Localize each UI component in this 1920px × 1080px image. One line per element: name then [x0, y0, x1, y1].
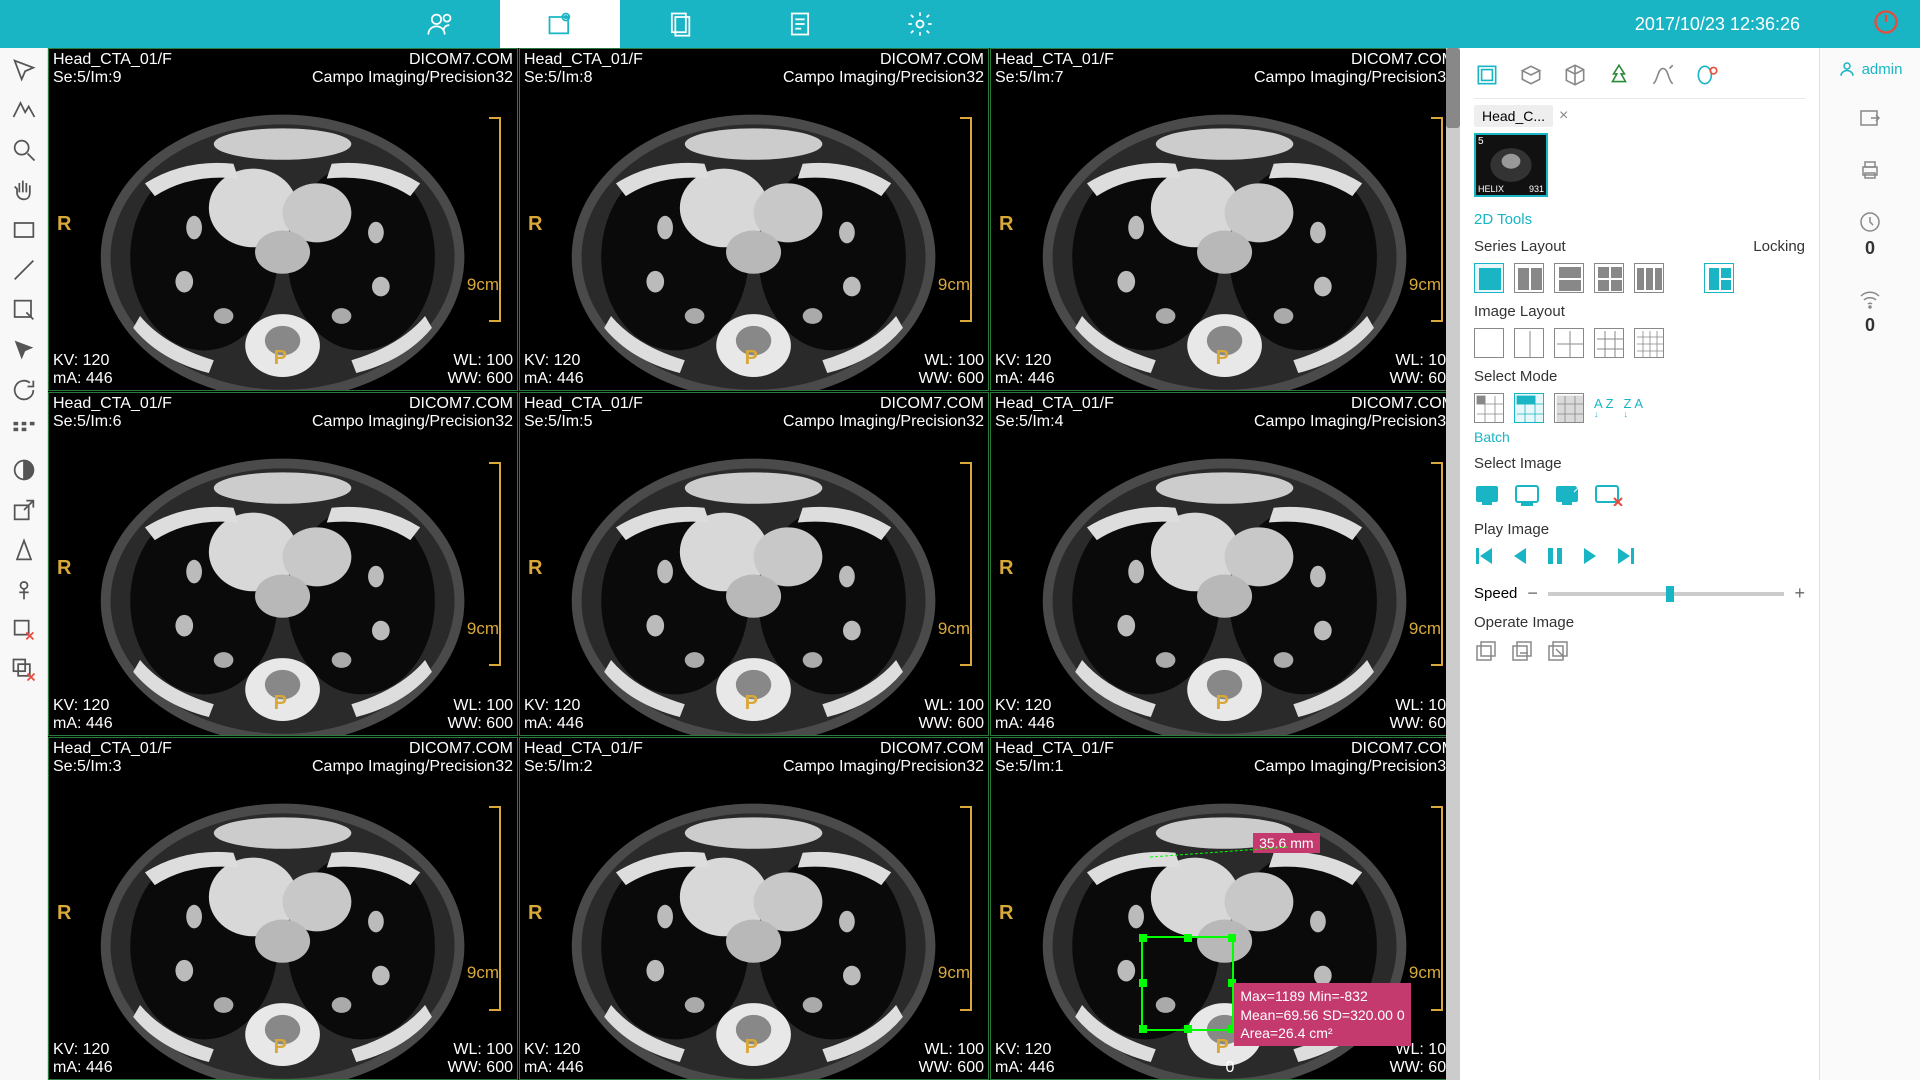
contrast-tool[interactable]: [10, 456, 38, 484]
list-tool[interactable]: [10, 416, 38, 444]
mode-tree-icon[interactable]: [1606, 62, 1632, 88]
play-pause[interactable]: [1546, 546, 1564, 571]
speed-minus[interactable]: −: [1527, 583, 1538, 604]
image-viewer: Head_CTA_01/FSe:5/Im:9 DICOM7.COMCampo I…: [48, 48, 1460, 1080]
select-img-2[interactable]: [1514, 480, 1544, 511]
user-chip[interactable]: admin: [1838, 60, 1903, 78]
ct-slice-1[interactable]: Head_CTA_01/FSe:5/Im:1 DICOM7.COMCampo I…: [990, 737, 1460, 1080]
batch-label: Batch: [1474, 429, 1805, 445]
play-last[interactable]: [1616, 546, 1636, 571]
pan-tool[interactable]: [10, 176, 38, 204]
export-icon[interactable]: [1858, 106, 1882, 130]
delete-one-tool[interactable]: [10, 616, 38, 644]
select-mode-2[interactable]: [1514, 393, 1544, 423]
operate-1[interactable]: [1474, 639, 1500, 670]
nav-settings[interactable]: [860, 0, 980, 48]
locking-toggle[interactable]: [1704, 263, 1734, 293]
series-layout-1x3[interactable]: [1634, 263, 1664, 293]
nav-print[interactable]: [620, 0, 740, 48]
top-bar: 2017/10/23 12:36:26: [0, 0, 1920, 48]
img-layout-1x2[interactable]: [1514, 328, 1544, 358]
wl-tool[interactable]: [10, 96, 38, 124]
ct-slice-3[interactable]: Head_CTA_01/FSe:5/Im:3 DICOM7.COMCampo I…: [48, 737, 518, 1080]
select-img-3[interactable]: [1554, 480, 1584, 511]
tools-header: 2D Tools: [1474, 211, 1805, 228]
series-layout-2x2[interactable]: [1594, 263, 1624, 293]
print-icon[interactable]: [1858, 158, 1882, 182]
series-tab[interactable]: Head_C...: [1474, 105, 1553, 127]
ct-slice-6[interactable]: Head_CTA_01/FSe:5/Im:6 DICOM7.COMCampo I…: [48, 392, 518, 735]
operate-3[interactable]: [1546, 639, 1572, 670]
power-button[interactable]: [1872, 8, 1900, 41]
left-toolbar: [0, 48, 48, 1080]
img-layout-custom[interactable]: [1634, 328, 1664, 358]
mode-vessel-icon[interactable]: [1694, 62, 1720, 88]
play-first[interactable]: [1474, 546, 1494, 571]
img-layout-3x3[interactable]: [1594, 328, 1624, 358]
series-layout-1x1[interactable]: [1474, 263, 1504, 293]
ct-slice-9[interactable]: Head_CTA_01/FSe:5/Im:9 DICOM7.COMCampo I…: [48, 48, 518, 391]
wifi-icon[interactable]: 0: [1858, 287, 1882, 336]
img-layout-1x1[interactable]: [1474, 328, 1504, 358]
nav-report[interactable]: [740, 0, 860, 48]
roi-stats: Max=1189 Min=-832Mean=69.56 SD=320.00 0A…: [1234, 983, 1410, 1046]
zoom-tool[interactable]: [10, 136, 38, 164]
clock: 2017/10/23 12:36:26: [1635, 14, 1800, 35]
delete-all-tool[interactable]: [10, 656, 38, 684]
ct-slice-2[interactable]: Head_CTA_01/FSe:5/Im:2 DICOM7.COMCampo I…: [519, 737, 989, 1080]
far-right-bar: admin 0 0: [1820, 48, 1920, 1080]
rect-tool[interactable]: [10, 216, 38, 244]
viewer-scrollbar[interactable]: [1446, 48, 1460, 1080]
mode-3d-icon[interactable]: [1562, 62, 1588, 88]
pointer-tool[interactable]: [10, 56, 38, 84]
play-prev[interactable]: [1512, 546, 1528, 571]
nav-viewer[interactable]: [500, 0, 620, 48]
right-panel: Head_C... × 5 HELIX 931 2D Tools Series …: [1460, 48, 1820, 1080]
speed-slider[interactable]: [1548, 592, 1785, 596]
marker-tool[interactable]: [10, 576, 38, 604]
angle-tool[interactable]: [10, 536, 38, 564]
select-img-1[interactable]: [1474, 480, 1504, 511]
play-next[interactable]: [1582, 546, 1598, 571]
mode-curve-icon[interactable]: [1650, 62, 1676, 88]
roi-tool[interactable]: [10, 296, 38, 324]
series-layout-2x1[interactable]: [1554, 263, 1584, 293]
mode-mpr-icon[interactable]: [1518, 62, 1544, 88]
history-icon[interactable]: 0: [1858, 210, 1882, 259]
select-img-delete[interactable]: [1594, 480, 1624, 511]
mode-2d-icon[interactable]: [1474, 62, 1500, 88]
ct-slice-8[interactable]: Head_CTA_01/FSe:5/Im:8 DICOM7.COMCampo I…: [519, 48, 989, 391]
ct-slice-4[interactable]: Head_CTA_01/FSe:5/Im:4 DICOM7.COMCampo I…: [990, 392, 1460, 735]
rotate-tool[interactable]: [10, 376, 38, 404]
sort-za[interactable]: Z A↓: [1624, 393, 1644, 423]
series-layout-1x2[interactable]: [1514, 263, 1544, 293]
select-mode-3[interactable]: [1554, 393, 1584, 423]
line-tool[interactable]: [10, 256, 38, 284]
select-mode-1[interactable]: [1474, 393, 1504, 423]
select-tool[interactable]: [10, 336, 38, 364]
measurement-label: 35.6 mm: [1253, 833, 1319, 853]
nav-patient[interactable]: [380, 0, 500, 48]
ct-slice-7[interactable]: Head_CTA_01/FSe:5/Im:7 DICOM7.COMCampo I…: [990, 48, 1460, 391]
close-tab-icon[interactable]: ×: [1559, 107, 1568, 125]
ct-slice-5[interactable]: Head_CTA_01/FSe:5/Im:5 DICOM7.COMCampo I…: [519, 392, 989, 735]
sort-az[interactable]: A Z↓: [1594, 393, 1614, 423]
operate-2[interactable]: [1510, 639, 1536, 670]
img-layout-2x2[interactable]: [1554, 328, 1584, 358]
series-thumbnail[interactable]: 5 HELIX 931: [1474, 133, 1548, 197]
speed-plus[interactable]: +: [1794, 583, 1805, 604]
export-tool[interactable]: [10, 496, 38, 524]
